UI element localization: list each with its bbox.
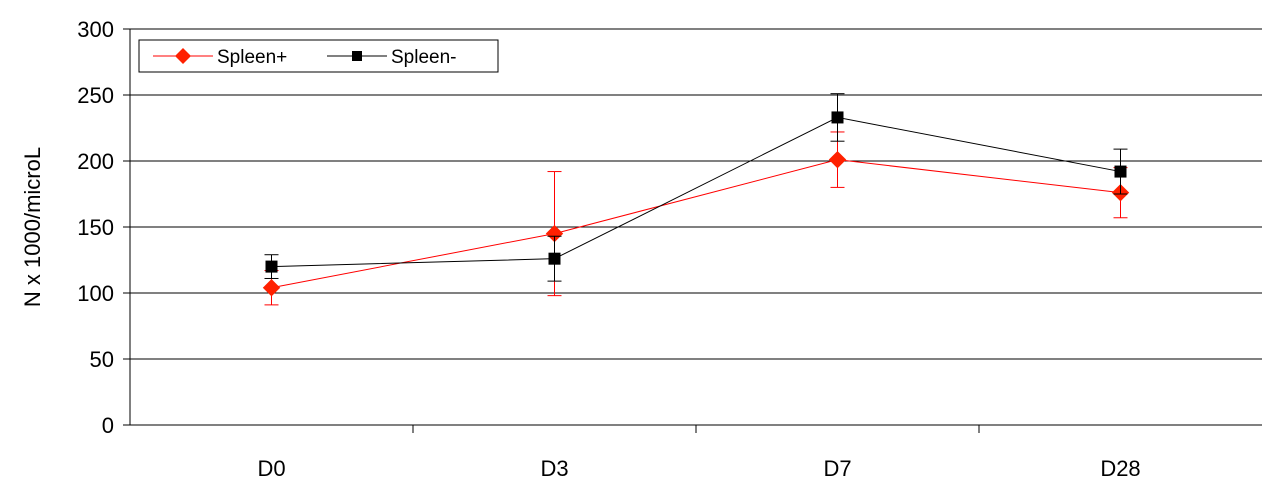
legend-label: Spleen-	[391, 47, 457, 68]
y-tick-label: 50	[90, 347, 114, 372]
series-line	[271, 116, 1121, 268]
series-Spleen-	[264, 93, 1128, 282]
x-tick-label: D0	[257, 456, 285, 481]
series-Spleen+	[262, 131, 1130, 306]
data-point	[265, 260, 278, 273]
data-point	[831, 111, 844, 124]
x-tick-label: D28	[1100, 456, 1140, 481]
x-tick-label: D7	[823, 456, 851, 481]
series-line	[271, 159, 1121, 289]
gridlines	[130, 28, 1262, 360]
x-tick-label: D3	[540, 456, 568, 481]
data-point	[262, 279, 281, 297]
legend-item: Spleen+	[153, 47, 287, 68]
data-point	[828, 150, 847, 169]
y-tick-label: 150	[77, 215, 114, 240]
legend-marker	[352, 51, 362, 61]
legend-label: Spleen+	[217, 47, 287, 68]
y-axis-title: N x 1000/microL	[20, 147, 45, 307]
legend: Spleen+ Spleen-	[138, 39, 499, 73]
legend-item: Spleen-	[327, 47, 457, 68]
y-tick-label: 250	[77, 83, 114, 108]
data-point	[548, 252, 561, 265]
y-tick-label: 100	[77, 281, 114, 306]
series-group	[262, 93, 1130, 306]
y-tick-label: 0	[102, 413, 114, 438]
data-point	[1114, 165, 1127, 178]
axes: 0 50 100 150 200 250 300 D0 D3 D7 D28	[77, 17, 1262, 481]
y-tick-label: 200	[77, 149, 114, 174]
y-tick-label: 300	[77, 17, 114, 42]
legend-marker	[175, 48, 191, 64]
